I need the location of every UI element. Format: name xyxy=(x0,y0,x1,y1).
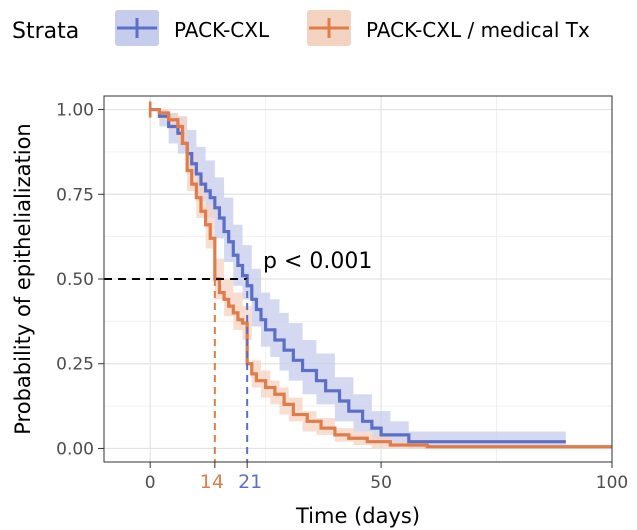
legend-key-pack-cxl xyxy=(115,10,159,46)
median-lines xyxy=(104,278,249,462)
legend-key-medical-tx xyxy=(307,10,351,46)
legend-title: Strata xyxy=(12,19,79,44)
p-value-annotation: p < 0.001 xyxy=(263,249,372,274)
median-label: 14 xyxy=(200,471,224,493)
y-tick-label: 1.00 xyxy=(56,101,94,121)
legend-label-pack-cxl: PACK-CXL xyxy=(174,18,270,42)
x-axis-ticks: 0 50 100 14 21 xyxy=(145,462,628,493)
x-tick-label: 0 xyxy=(145,473,156,493)
y-axis-title: Probability of epithelialization xyxy=(11,123,35,434)
y-tick-label: 0.25 xyxy=(56,355,94,375)
survival-curve-pack-cxl xyxy=(150,107,566,444)
legend: Strata PACK-CXL PACK-CXL / medical Tx xyxy=(12,10,590,46)
survival-curves xyxy=(148,101,612,449)
legend-label-medical-tx: PACK-CXL / medical Tx xyxy=(366,18,590,42)
y-tick-label: 0.75 xyxy=(56,185,94,205)
survival-curve-medical-tx xyxy=(150,107,612,449)
x-tick-label: 100 xyxy=(596,473,628,493)
x-axis-title: Time (days) xyxy=(295,504,420,528)
x-tick-label: 50 xyxy=(370,473,392,493)
y-tick-label: 0.00 xyxy=(56,439,94,459)
y-tick-label: 0.50 xyxy=(56,270,94,290)
median-label: 21 xyxy=(238,471,262,493)
y-axis-ticks: 0.00 0.25 0.50 0.75 1.00 xyxy=(56,101,104,459)
